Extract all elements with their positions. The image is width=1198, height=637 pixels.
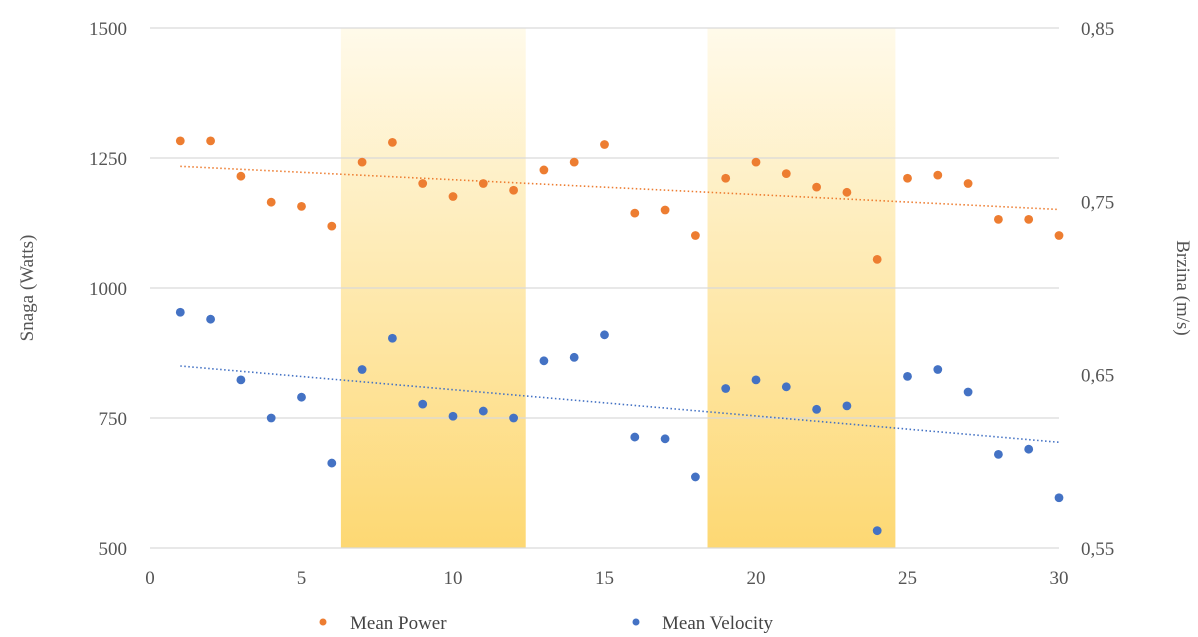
point-mean-velocity-15 (600, 330, 609, 340)
y-tick-label: 750 (99, 409, 128, 430)
point-mean-velocity-18 (691, 472, 700, 482)
point-mean-velocity-25 (903, 372, 912, 381)
point-mean-velocity-30 (1054, 493, 1064, 503)
point-mean-velocity-12 (509, 413, 518, 423)
y2-tick-label: 0,85 (1081, 19, 1114, 40)
point-mean-velocity-9 (418, 399, 428, 409)
point-mean-power-6 (327, 221, 337, 231)
legend-label-mean-velocity: Mean Velocity (662, 613, 773, 634)
point-mean-velocity-6 (327, 458, 337, 468)
y-tick-label: 1500 (89, 19, 127, 40)
point-mean-velocity-2 (206, 314, 216, 324)
point-mean-velocity-1 (175, 307, 185, 317)
point-mean-velocity-24 (872, 526, 882, 536)
point-mean-power-9 (418, 179, 428, 188)
point-mean-velocity-14 (569, 352, 579, 362)
y2-axis-label: Brzina (m/s) (1172, 240, 1193, 336)
point-mean-velocity-19 (721, 384, 731, 393)
trendlines (180, 165, 1060, 444)
point-mean-power-27 (963, 179, 973, 188)
point-mean-power-17 (660, 205, 670, 215)
point-mean-velocity-7 (357, 365, 367, 374)
point-mean-power-8 (388, 138, 397, 147)
x-tick-label: 20 (747, 568, 766, 589)
point-mean-velocity-28 (994, 450, 1003, 459)
point-mean-power-14 (569, 157, 579, 167)
point-mean-power-5 (297, 201, 306, 211)
y2-tick-label: 0,75 (1081, 192, 1114, 213)
point-mean-velocity-23 (842, 401, 852, 411)
point-mean-velocity-17 (660, 434, 670, 444)
x-tick-label: 0 (145, 568, 155, 589)
point-mean-power-16 (630, 208, 640, 218)
point-mean-power-12 (509, 185, 518, 195)
gridlines (150, 27, 1059, 549)
y-axis-label: Snaga (Watts) (17, 235, 38, 342)
point-mean-power-29 (1024, 214, 1034, 224)
point-mean-velocity-26 (933, 365, 943, 374)
point-mean-power-2 (206, 136, 216, 146)
point-mean-power-25 (903, 173, 912, 183)
point-mean-velocity-22 (812, 404, 821, 414)
point-mean-power-18 (691, 231, 700, 240)
x-tick-label: 15 (595, 568, 614, 589)
tick-labels: 0 5 10 15 20 25 30 500 750 1000 1250 1500 0,55 0,65 0,… (89, 19, 1114, 589)
point-mean-power-23 (842, 187, 852, 197)
data-points (175, 136, 1064, 536)
legend-marker-mean-power (319, 618, 327, 626)
point-mean-power-4 (266, 197, 276, 207)
point-mean-power-10 (448, 192, 458, 201)
point-mean-power-26 (933, 170, 943, 180)
point-mean-power-21 (781, 169, 791, 179)
x-tick-label: 30 (1050, 568, 1069, 589)
point-mean-velocity-8 (388, 333, 397, 343)
y-tick-label: 1000 (89, 279, 127, 300)
legend-label-mean-power: Mean Power (350, 613, 447, 634)
point-mean-velocity-21 (781, 382, 791, 392)
point-mean-velocity-4 (266, 413, 276, 423)
point-mean-velocity-16 (630, 432, 640, 442)
point-mean-velocity-13 (539, 356, 549, 366)
trendline-mean-velocity (180, 365, 1060, 444)
y-tick-label: 500 (99, 539, 128, 560)
point-mean-power-28 (994, 214, 1003, 224)
point-mean-velocity-20 (751, 375, 761, 385)
point-mean-velocity-3 (236, 375, 246, 385)
x-tick-label: 25 (898, 568, 917, 589)
point-mean-power-13 (539, 165, 549, 175)
point-mean-power-22 (812, 182, 821, 192)
point-mean-power-1 (175, 136, 185, 146)
legend: Mean Power Mean Velocity (319, 613, 773, 634)
x-tick-label: 10 (444, 568, 463, 589)
x-tick-label: 5 (297, 568, 307, 589)
legend-marker-mean-velocity (632, 618, 640, 626)
point-mean-power-7 (357, 157, 367, 167)
point-mean-power-30 (1054, 231, 1064, 240)
point-mean-power-20 (751, 157, 761, 167)
point-mean-velocity-29 (1024, 444, 1034, 454)
y2-tick-label: 0,55 (1081, 539, 1114, 560)
point-mean-power-19 (721, 173, 731, 183)
point-mean-velocity-27 (963, 387, 973, 397)
point-mean-power-11 (478, 179, 488, 188)
y-tick-label: 1250 (89, 149, 127, 170)
y2-tick-label: 0,65 (1081, 366, 1114, 387)
point-mean-power-3 (236, 171, 246, 181)
point-mean-power-24 (872, 255, 882, 264)
point-mean-velocity-11 (478, 406, 488, 416)
point-mean-velocity-5 (297, 392, 306, 402)
point-mean-power-15 (600, 140, 609, 149)
trendline-mean-power (180, 165, 1060, 211)
point-mean-velocity-10 (448, 411, 458, 421)
